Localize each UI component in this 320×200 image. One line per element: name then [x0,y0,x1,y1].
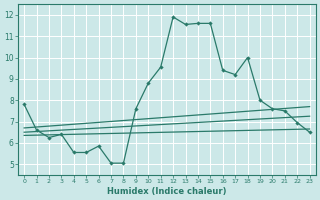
X-axis label: Humidex (Indice chaleur): Humidex (Indice chaleur) [107,187,227,196]
